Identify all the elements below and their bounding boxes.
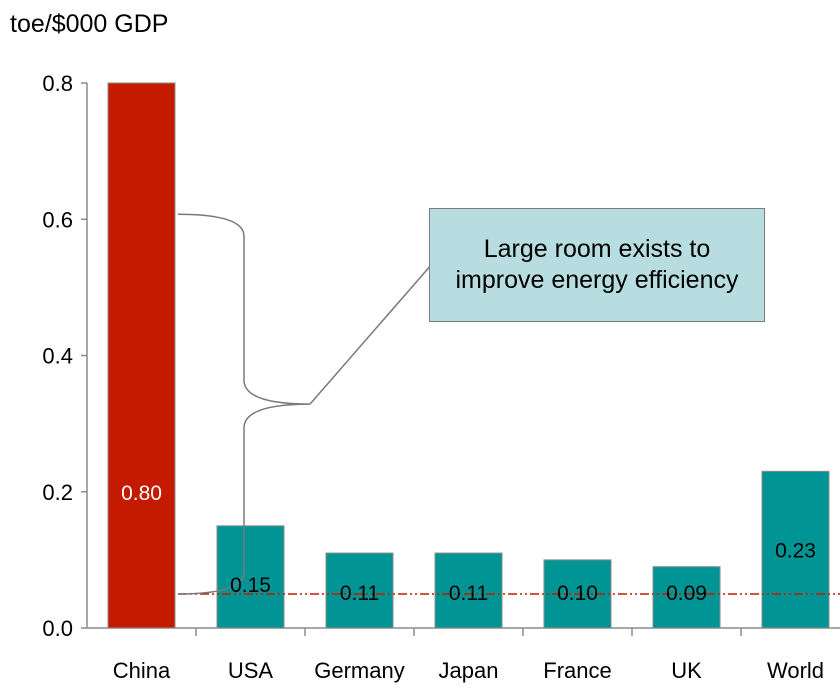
annotation-callout: Large room exists to improve energy effi… (429, 208, 765, 322)
callout-connector-group (177, 213, 433, 595)
y-tick-label: 0.0 (42, 616, 73, 641)
brace-connector (177, 213, 311, 595)
category-label-japan: Japan (439, 658, 499, 683)
y-tick-label: 0.8 (42, 71, 73, 96)
category-label-usa: USA (228, 658, 274, 683)
bar-japan (434, 552, 503, 629)
callout-pointer-line (309, 263, 433, 405)
value-label-china: 0.80 (121, 482, 162, 505)
category-label-uk: UK (671, 658, 702, 683)
category-label-world: World (767, 658, 824, 683)
category-label-germany: Germany (314, 658, 404, 683)
value-label-germany: 0.11 (340, 582, 379, 605)
value-label-france: 0.10 (557, 582, 598, 605)
value-label-usa: 0.15 (230, 574, 271, 597)
bar-germany (325, 552, 394, 629)
category-label-china: China (113, 658, 171, 683)
bar-china (107, 82, 176, 629)
bar-usa (216, 525, 285, 629)
y-axis-unit-label: toe/$000 GDP (10, 10, 169, 38)
bars (107, 82, 830, 629)
bar-uk (652, 566, 721, 629)
y-tick-label: 0.6 (42, 207, 73, 232)
y-tick-label: 0.4 (42, 344, 73, 369)
labels: 0.0 0.2 0.4 0.6 0.8 0.80 0.15 0.11 0.11 0.10 0.09 0… (42, 71, 824, 683)
bar-world (761, 470, 830, 629)
y-tick-label: 0.2 (42, 480, 73, 505)
value-label-japan: 0.11 (449, 582, 488, 605)
category-label-france: France (543, 658, 611, 683)
value-label-uk: 0.09 (666, 582, 707, 605)
value-label-world: 0.23 (775, 539, 816, 562)
